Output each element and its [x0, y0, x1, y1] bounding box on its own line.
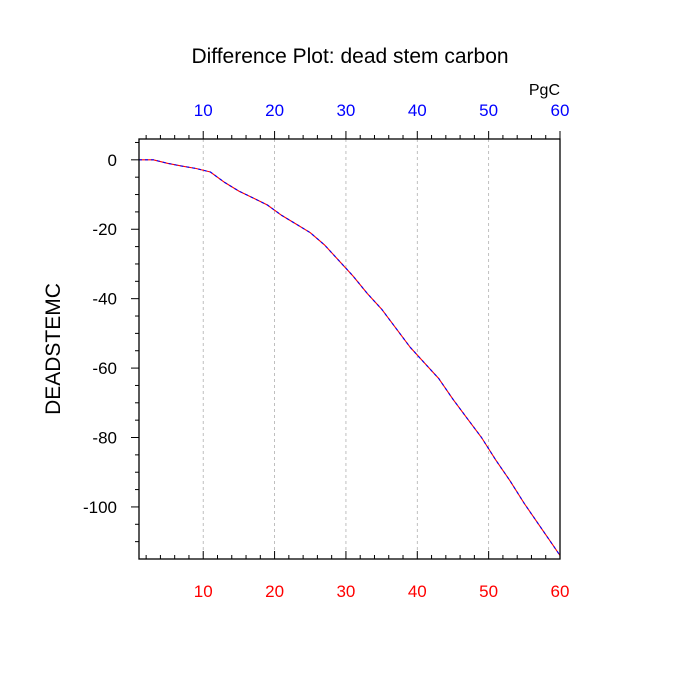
x-tick-label-top: 60 [551, 101, 570, 120]
top-axis-unit: PgC [529, 82, 560, 99]
x-tick-label-top: 10 [194, 101, 213, 120]
y-tick-label: -100 [83, 498, 117, 517]
y-axis-label: DEADSTEMC [42, 283, 65, 415]
x-tick-label-top: 30 [336, 101, 355, 120]
x-tick-label-bottom: 30 [336, 582, 355, 601]
x-tick-label-bottom: 40 [408, 582, 427, 601]
grid-lines [202, 139, 490, 559]
chart-title: Difference Plot: dead stem carbon [191, 45, 508, 68]
y-tick-label: -20 [92, 220, 117, 239]
x-tick-label-bottom: 60 [551, 582, 570, 601]
x-tick-label-top: 40 [408, 101, 427, 120]
x-tick-label-bottom: 50 [479, 582, 498, 601]
y-tick-label: 0 [108, 151, 117, 170]
y-tick-label: -60 [92, 359, 117, 378]
x-tick-label-top: 50 [479, 101, 498, 120]
data-line-overlay [139, 159, 561, 556]
x-tick-label-bottom: 20 [265, 582, 284, 601]
x-tick-label-bottom: 10 [194, 582, 213, 601]
data-line [139, 159, 561, 556]
y-tick-label: -80 [92, 429, 117, 448]
plot-frame [138, 138, 561, 560]
y-tick-label: -40 [92, 290, 117, 309]
axes: 10 10 20 20 30 30 40 40 50 50 60 60 0 -20 -40 -60 -80 -10… [83, 101, 569, 601]
x-tick-label-top: 20 [265, 101, 284, 120]
series-layer [139, 159, 561, 556]
